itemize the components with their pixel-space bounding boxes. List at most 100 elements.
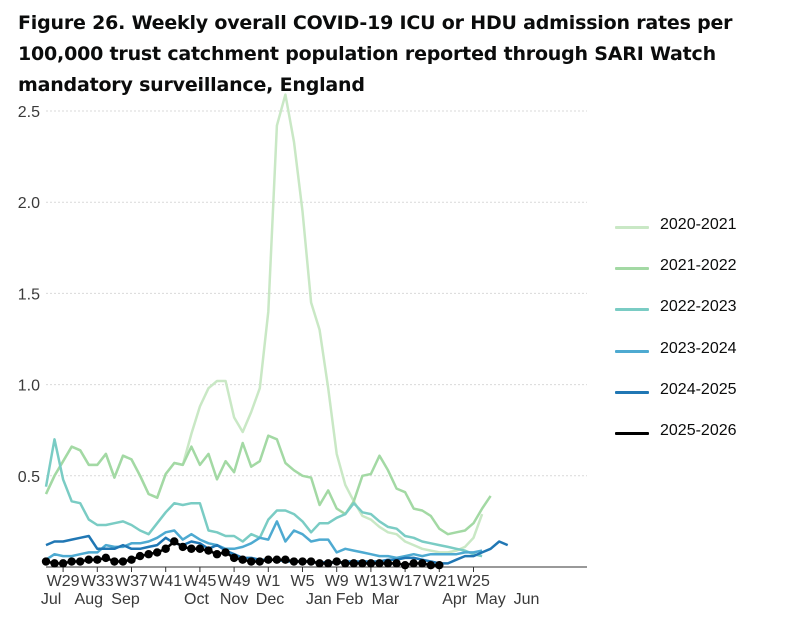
data-point-2025-2026 <box>366 559 376 568</box>
series-line-2022-2023 <box>44 438 483 558</box>
x-tick-week-label: W17 <box>389 573 422 590</box>
data-point-2025-2026 <box>315 559 324 568</box>
data-point-2025-2026 <box>375 559 384 568</box>
x-tick-month-label: Mar <box>372 591 400 608</box>
x-tick-month-label: May <box>475 591 505 608</box>
legend-label: 2024-2025 <box>660 380 737 398</box>
x-tick-week-label: W49 <box>218 573 251 590</box>
data-point-2025-2026 <box>152 548 162 557</box>
legend-item: 2022-2023 <box>612 290 792 331</box>
legend-swatch <box>615 431 649 435</box>
data-point-2025-2026 <box>76 557 85 566</box>
legend-swatch <box>615 349 649 353</box>
legend-label: 2020-2021 <box>660 216 737 233</box>
data-point-2025-2026 <box>161 544 170 553</box>
data-point-2025-2026 <box>247 557 256 566</box>
data-point-2025-2026 <box>238 555 247 564</box>
data-point-2025-2026 <box>400 560 410 570</box>
data-point-2025-2026 <box>358 559 367 568</box>
y-tick-label: 1.5 <box>18 286 40 303</box>
data-point-2025-2026 <box>178 542 187 552</box>
data-point-2025-2026 <box>170 537 179 546</box>
data-point-2025-2026 <box>332 557 341 566</box>
x-tick-month-label: Jan <box>306 591 332 608</box>
y-tick-label: 2.5 <box>18 104 40 121</box>
data-point-2025-2026 <box>349 559 358 568</box>
data-point-2025-2026 <box>409 559 418 568</box>
data-point-2025-2026 <box>289 557 299 566</box>
data-point-2025-2026 <box>101 553 111 563</box>
x-tick-month-label: Dec <box>256 591 284 608</box>
legend-swatch <box>615 308 649 312</box>
x-tick-month-label: Feb <box>336 591 364 608</box>
series-lines <box>41 93 509 570</box>
data-point-2025-2026 <box>418 559 427 568</box>
legend-swatch <box>615 267 649 271</box>
data-point-2025-2026 <box>212 550 222 559</box>
data-point-2025-2026 <box>221 548 230 557</box>
data-point-2025-2026 <box>323 559 333 568</box>
x-tick-week-label: W9 <box>325 573 349 590</box>
data-point-2025-2026 <box>383 559 393 568</box>
legend-item: 2020-2021 <box>612 208 792 249</box>
y-tick-label: 1.0 <box>18 378 40 395</box>
legend-item: 2023-2024 <box>612 332 792 373</box>
data-point-2025-2026 <box>118 557 128 566</box>
data-point-2025-2026 <box>341 559 350 568</box>
series-line-2021-2022 <box>44 434 492 536</box>
x-tick-month-label: Jul <box>41 591 61 608</box>
x-tick-week-label: W21 <box>423 573 456 590</box>
data-point-2025-2026 <box>110 557 119 566</box>
legend-item: 2024-2025 <box>612 373 792 414</box>
y-tick-label: 2.0 <box>18 195 40 212</box>
chart-legend: 2020-2021 2021-2022 2022-2023 2023-2024 2024… <box>612 208 792 455</box>
x-tick-month-label: Oct <box>184 591 209 608</box>
x-tick-week-label: W37 <box>115 573 148 590</box>
figure-title: Figure 26. Weekly overall COVID-19 ICU o… <box>18 12 733 96</box>
data-point-2025-2026 <box>84 555 93 564</box>
y-axis-ticks: 0.5 1.0 1.5 2.0 2.5 <box>18 104 40 486</box>
data-point-2025-2026 <box>426 560 435 570</box>
data-point-2025-2026 <box>187 544 196 553</box>
data-point-2025-2026 <box>272 555 282 564</box>
x-tick-month-label: Sep <box>111 591 140 608</box>
data-point-2025-2026 <box>435 560 444 570</box>
legend-label: 2021-2022 <box>660 257 737 275</box>
data-point-2025-2026 <box>135 551 145 561</box>
x-tick-month-label: Nov <box>220 591 248 608</box>
data-point-2025-2026 <box>281 555 290 564</box>
data-point-2025-2026 <box>298 557 307 566</box>
legend-swatch <box>615 226 649 229</box>
x-tick-week-label: W13 <box>354 573 387 590</box>
series-line-2020-2021 <box>44 93 484 554</box>
x-axis-ticks: W29 W33 W37 W41 W45 W49 W1 W5 W9 W13 W17 W21 W25 Jul A… <box>41 567 540 608</box>
legend-label: 2022-2023 <box>660 298 737 316</box>
x-tick-month-label: Aug <box>75 591 103 608</box>
x-tick-month-label: Apr <box>442 591 468 608</box>
data-point-2025-2026 <box>41 557 51 566</box>
x-tick-week-label: W33 <box>81 573 114 590</box>
x-tick-week-label: W29 <box>47 573 80 590</box>
x-tick-week-label: W41 <box>149 573 182 590</box>
legend-label: 2023-2024 <box>660 339 737 357</box>
legend-item: 2021-2022 <box>612 249 792 290</box>
x-tick-month-label: Jun <box>514 591 540 608</box>
x-tick-week-label: W25 <box>457 573 490 590</box>
x-tick-week-label: W45 <box>183 573 216 590</box>
x-tick-week-label: W1 <box>256 573 280 590</box>
data-point-2025-2026 <box>67 557 76 566</box>
data-point-2025-2026 <box>204 546 213 555</box>
gridlines <box>46 110 587 568</box>
y-tick-label: 0.5 <box>18 469 40 486</box>
x-tick-week-label: W5 <box>291 573 315 590</box>
data-point-2025-2026 <box>93 555 102 564</box>
data-point-2025-2026 <box>229 553 239 563</box>
data-point-2025-2026 <box>195 544 205 553</box>
data-point-2025-2026 <box>127 555 136 564</box>
legend-item: 2025-2026 <box>612 414 792 455</box>
data-point-2025-2026 <box>58 559 68 568</box>
data-point-2025-2026 <box>255 557 264 566</box>
data-point-2025-2026 <box>144 550 153 559</box>
legend-label: 2025-2026 <box>660 421 737 439</box>
